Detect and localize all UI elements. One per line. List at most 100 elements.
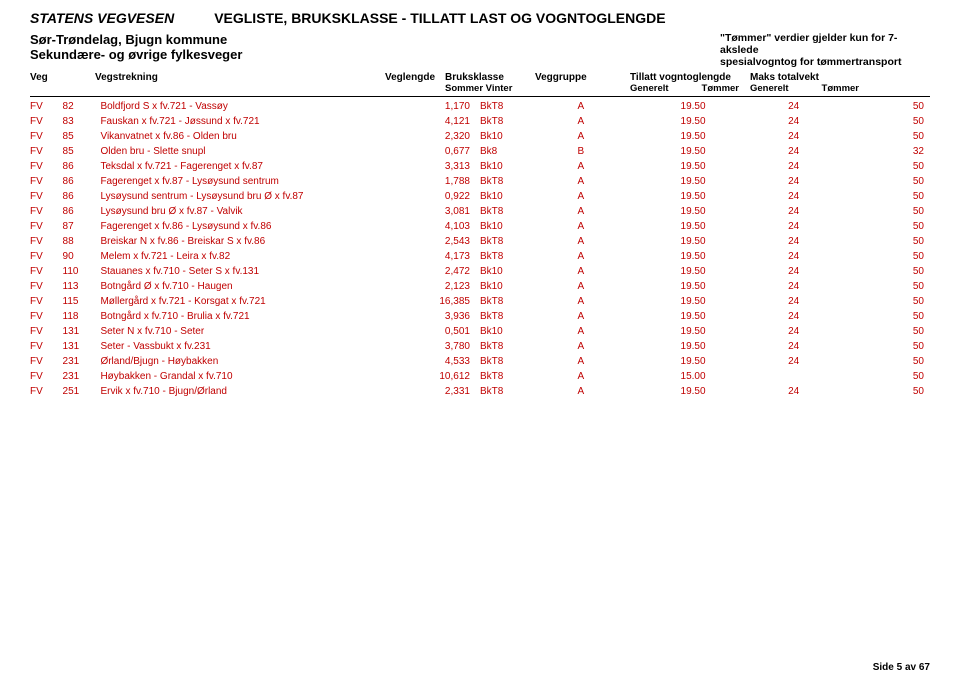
region: Sør-Trøndelag, Bjugn kommune [30,32,550,47]
table-row: FV86Fagerenget x fv.87 - Lysøysund sentr… [30,174,930,189]
cell-grp: A [578,129,681,144]
cell-num: 86 [63,174,101,189]
cell-maks-tom: 50 [870,309,930,324]
cell-vogn-tom: 24 [746,264,806,279]
table-row: FV231Høybakken - Grandal x fv.71010,612B… [30,369,930,384]
cell-len: 2,123 [404,279,480,294]
cell-maks-gen [805,204,870,219]
cell-vogn-gen: 19.50 [681,234,746,249]
cell-maks-tom: 50 [870,114,930,129]
cell-vogn-tom: 24 [746,99,806,114]
cell-bruk: BkT8 [480,354,578,369]
cell-maks-tom: 50 [870,189,930,204]
cell-num: 115 [63,294,101,309]
cell-grp: A [578,354,681,369]
table-row: FV115Møllergård x fv.721 - Korsgat x fv.… [30,294,930,309]
cell-len: 4,173 [404,249,480,264]
tommer-note-2: spesialvogntog for tømmertransport [720,56,930,68]
cell-vogn-gen: 19.50 [681,324,746,339]
col-maks: Maks totalvekt [750,72,870,83]
cell-veg: FV [30,114,63,129]
cell-maks-tom: 50 [870,219,930,234]
cell-vogn-tom: 24 [746,294,806,309]
cell-grp: A [578,174,681,189]
cell-vogn-gen: 19.50 [681,309,746,324]
cell-strek: Olden bru - Slette snupl [100,144,404,159]
cell-grp: A [578,249,681,264]
cell-grp: A [578,159,681,174]
cell-vogn-tom: 24 [746,309,806,324]
cell-strek: Stauanes x fv.710 - Seter S x fv.131 [100,264,404,279]
cell-vogn-tom: 24 [746,204,806,219]
table-row: FV87Fagerenget x fv.86 - Lysøysund x fv.… [30,219,930,234]
cell-num: 83 [63,114,101,129]
cell-strek: Teksdal x fv.721 - Fagerenget x fv.87 [100,159,404,174]
cell-vogn-gen: 19.50 [681,144,746,159]
cell-maks-tom: 50 [870,129,930,144]
cell-veg: FV [30,324,63,339]
cell-maks-tom: 50 [870,384,930,399]
cell-vogn-tom: 24 [746,234,806,249]
cell-bruk: BkT8 [480,234,578,249]
cell-bruk: BkT8 [480,249,578,264]
cell-strek: Vikanvatnet x fv.86 - Olden bru [100,129,404,144]
cell-maks-gen [805,309,870,324]
cell-grp: A [578,204,681,219]
cell-grp: A [578,384,681,399]
page-footer: Side 5 av 67 [873,662,930,673]
cell-len: 2,472 [404,264,480,279]
cell-bruk: Bk10 [480,279,578,294]
cell-len: 1,170 [404,99,480,114]
cell-len: 3,936 [404,309,480,324]
cell-grp: A [578,234,681,249]
cell-maks-gen [805,234,870,249]
cell-strek: Lysøysund sentrum - Lysøysund bru Ø x fv… [100,189,404,204]
table-row: FV113Botngård Ø x fv.710 - Haugen2,123Bk… [30,279,930,294]
cell-vogn-tom: 24 [746,354,806,369]
cell-bruk: Bk10 [480,189,578,204]
cell-veg: FV [30,384,63,399]
cell-veg: FV [30,369,63,384]
cell-vogn-tom: 24 [746,144,806,159]
cell-bruk: BkT8 [480,174,578,189]
cell-veg: FV [30,99,63,114]
cell-maks-gen [805,174,870,189]
cell-veg: FV [30,339,63,354]
col-veggruppe: Veggruppe [535,72,630,94]
cell-num: 90 [63,249,101,264]
cell-bruk: BkT8 [480,369,578,384]
cell-grp: A [578,219,681,234]
cell-maks-tom: 50 [870,204,930,219]
cell-vogn-tom: 24 [746,249,806,264]
cell-maks-gen [805,219,870,234]
cell-bruk: BkT8 [480,204,578,219]
cell-strek: Høybakken - Grandal x fv.710 [100,369,404,384]
cell-len: 0,501 [404,324,480,339]
cell-vogn-tom: 24 [746,339,806,354]
cell-vogn-gen: 19.50 [681,189,746,204]
cell-num: 113 [63,279,101,294]
subregion: Sekundære- og øvrige fylkesveger [30,47,550,62]
cell-maks-gen [805,144,870,159]
cell-veg: FV [30,129,63,144]
cell-vogn-gen: 19.50 [681,294,746,309]
cell-grp: A [578,189,681,204]
cell-num: 86 [63,189,101,204]
cell-strek: Ørland/Bjugn - Høybakken [100,354,404,369]
cell-num: 87 [63,219,101,234]
cell-len: 2,543 [404,234,480,249]
cell-bruk: BkT8 [480,339,578,354]
cell-len: 2,331 [404,384,480,399]
cell-len: 16,385 [404,294,480,309]
table-row: FV90Melem x fv.721 - Leira x fv.824,173B… [30,249,930,264]
cell-maks-tom: 50 [870,264,930,279]
cell-len: 1,788 [404,174,480,189]
cell-maks-gen [805,264,870,279]
cell-maks-gen [805,294,870,309]
cell-bruk: Bk10 [480,324,578,339]
cell-num: 131 [63,339,101,354]
cell-maks-gen [805,324,870,339]
cell-vogn-tom: 24 [746,279,806,294]
cell-maks-gen [805,369,870,384]
cell-maks-tom: 50 [870,234,930,249]
